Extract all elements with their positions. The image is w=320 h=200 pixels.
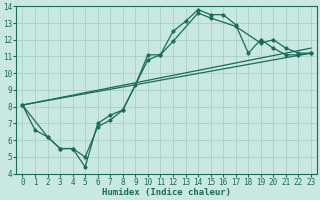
X-axis label: Humidex (Indice chaleur): Humidex (Indice chaleur): [102, 188, 231, 197]
